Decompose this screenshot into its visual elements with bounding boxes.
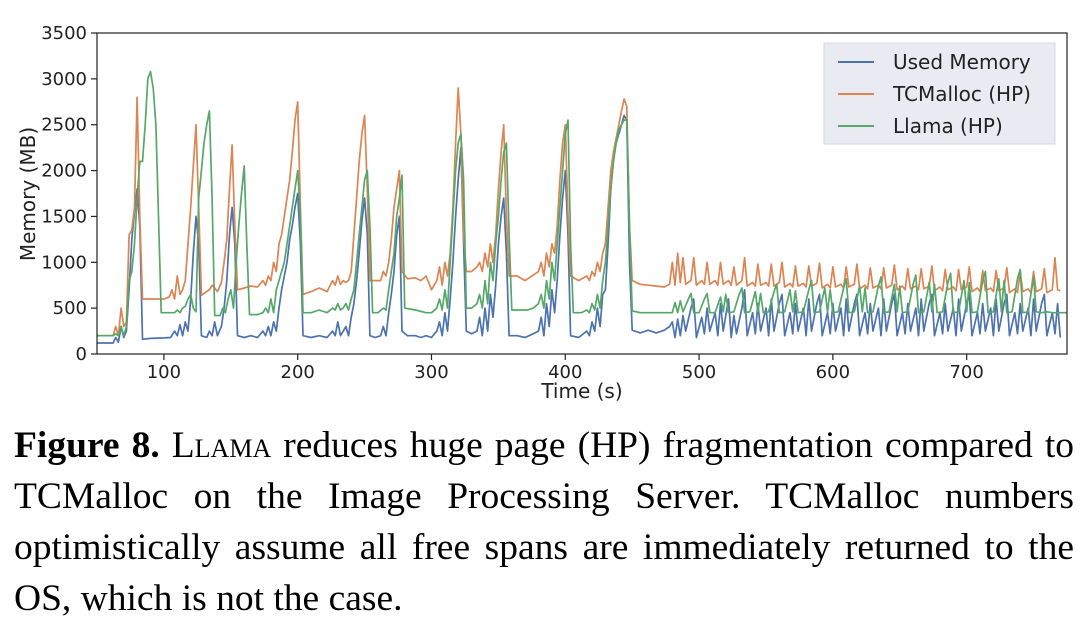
x-tick-label: 300 <box>414 362 448 383</box>
series-line-1 <box>97 114 1062 344</box>
y-tick-label: 3000 <box>41 69 87 90</box>
x-tick-label: 500 <box>682 362 716 383</box>
x-axis-label: Time (s) <box>540 379 622 403</box>
y-tick-label: 1500 <box>41 206 87 227</box>
series-line-2 <box>97 87 1061 337</box>
figure-label: Figure 8. <box>14 425 160 466</box>
plot-frame <box>96 32 1068 355</box>
series-line-3 <box>97 70 1067 337</box>
x-tick-label: 400 <box>548 362 582 383</box>
y-tick-label: 3500 <box>41 23 87 44</box>
x-tick-label: 100 <box>147 362 181 383</box>
legend-label-2: TCMalloc (HP) <box>892 82 1031 106</box>
x-tick-label: 700 <box>949 362 983 383</box>
y-tick-label: 0 <box>76 344 87 365</box>
x-tick-label: 600 <box>816 362 850 383</box>
y-axis-label: Memory (MB) <box>16 127 40 261</box>
line-chart: 100 200 300 400 500 600 700 0 500 1000 1500 2000 250… <box>16 23 1068 403</box>
legend-label-3: Llama (HP) <box>893 114 1003 138</box>
caption-llama: Llama <box>171 425 272 466</box>
y-tick-label: 1000 <box>41 252 87 273</box>
y-tick-label: 2000 <box>41 161 87 182</box>
caption-text: reduces huge page (HP) fragmentation com… <box>14 425 1075 619</box>
series-layer <box>97 70 1067 344</box>
y-tick-label: 500 <box>53 298 87 319</box>
figure-caption: Figure 8. Llama reduces huge page (HP) f… <box>14 420 1074 624</box>
legend: Used Memory TCMalloc (HP) Llama (HP) <box>823 42 1056 145</box>
x-tick-label: 200 <box>281 362 315 383</box>
legend-label-1: Used Memory <box>893 50 1031 74</box>
ticks-layer: 100 200 300 400 500 600 700 0 500 1000 1500 2000 250… <box>41 23 984 383</box>
y-tick-label: 2500 <box>41 115 87 136</box>
